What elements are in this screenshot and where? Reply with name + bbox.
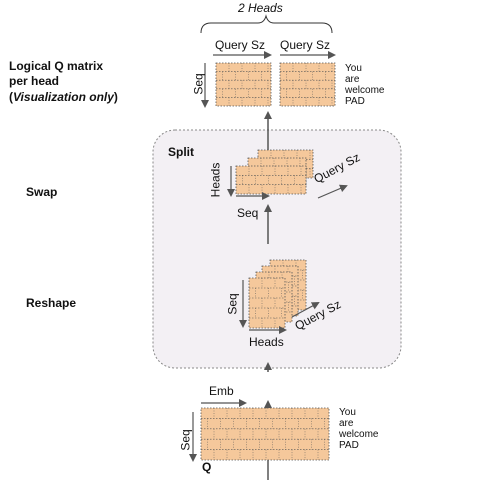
split-label: Split xyxy=(168,145,194,159)
pad-word-are-bottom: are xyxy=(339,418,354,429)
seq-label-top: Seq xyxy=(191,73,206,95)
swap-matrix-stack xyxy=(235,149,314,195)
query-sz-label-2: Query Sz xyxy=(280,38,331,52)
reshape-matrix-stack xyxy=(248,259,307,329)
q-matrix xyxy=(200,407,330,461)
logical-matrix-1-cells xyxy=(215,62,272,107)
pad-word-you: You xyxy=(345,63,362,74)
pad-word-pad: PAD xyxy=(345,96,365,107)
pad-text-bottom: You are welcome PAD xyxy=(339,407,378,451)
query-sz-arrow-swap xyxy=(317,184,348,199)
q-label: Q xyxy=(202,460,212,474)
logical-title-line3: (Visualization only) xyxy=(9,90,118,104)
swap-label: Swap xyxy=(26,185,58,199)
logical-title-line1: Logical Q matrix xyxy=(9,59,104,73)
pad-word-are: are xyxy=(345,74,360,85)
swap-layer-front xyxy=(235,165,307,195)
pad-word-welcome-bottom: welcome xyxy=(339,429,379,440)
heads-label-reshape: Heads xyxy=(249,335,284,349)
logical-title-line2: per head xyxy=(9,74,60,88)
reshape-label: Reshape xyxy=(26,296,77,310)
heads-brace xyxy=(200,14,333,34)
logical-matrix-head-2 xyxy=(279,62,336,107)
q-matrix-cells xyxy=(200,407,330,461)
pad-word-pad-bottom: PAD xyxy=(339,440,359,451)
seq-label-swap: Seq xyxy=(237,206,259,220)
pad-text-top: You are welcome PAD xyxy=(345,63,384,107)
seq-label-q: Seq xyxy=(178,429,193,451)
heads-label-swap: Heads xyxy=(208,162,223,198)
heads-count-label: 2 Heads xyxy=(238,1,283,15)
reshape-layer-4 xyxy=(248,277,286,329)
seq-label-reshape: Seq xyxy=(225,293,240,315)
query-sz-arrow-reshape xyxy=(291,302,320,318)
query-sz-label-1: Query Sz xyxy=(215,38,266,52)
logical-matrix-2-cells xyxy=(279,62,336,107)
pad-word-welcome: welcome xyxy=(345,85,385,96)
logical-matrix-head-1 xyxy=(215,62,272,107)
pad-word-you-bottom: You xyxy=(339,407,356,418)
emb-label: Emb xyxy=(209,384,234,398)
